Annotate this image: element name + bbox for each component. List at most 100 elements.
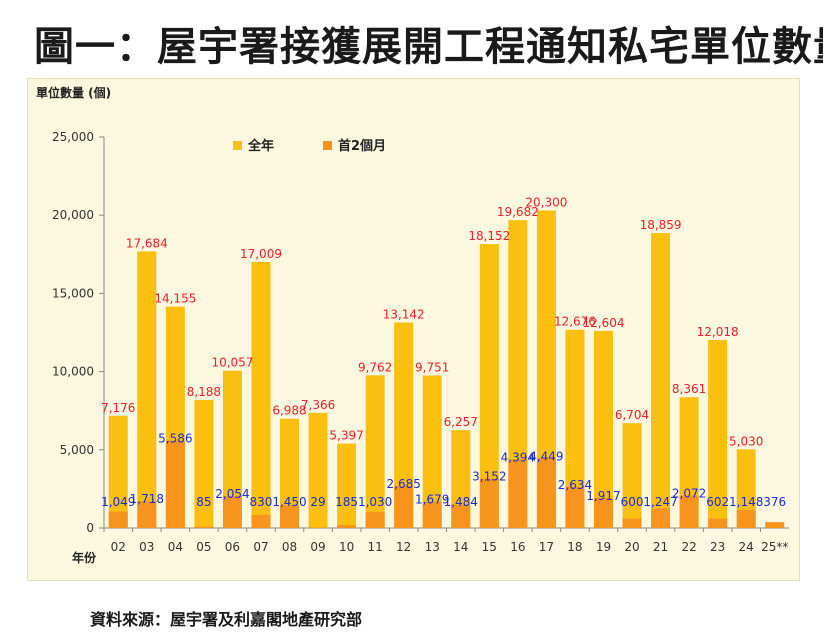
bar-first-two-months <box>708 518 728 528</box>
bar-first-two-months <box>165 440 185 528</box>
bar-first-two-months <box>679 495 699 528</box>
x-tick-label: 17 <box>539 540 554 554</box>
data-label-first-two-months: 4,394 <box>501 450 535 464</box>
source-note: 資料來源：屋宇署及利嘉閣地產研究部 <box>90 610 363 629</box>
bar-first-two-months <box>593 498 613 528</box>
data-label-first-two-months: 602 <box>706 495 729 509</box>
bar-first-two-months <box>736 510 756 528</box>
data-label-full-year: 14,155 <box>154 292 196 306</box>
bar-full-year <box>108 415 128 528</box>
data-label-full-year: 20,300 <box>525 196 567 210</box>
data-label-full-year: 7,366 <box>301 398 335 412</box>
bar-first-two-months <box>622 518 642 528</box>
bar-full-year <box>651 233 671 529</box>
data-label-full-year: 12,018 <box>697 325 739 339</box>
data-label-first-two-months: 1,247 <box>643 495 677 509</box>
bar-first-two-months <box>251 515 271 528</box>
data-label-first-two-months: 1,450 <box>272 495 306 509</box>
bar-first-two-months <box>651 508 671 528</box>
data-label-first-two-months: 1,148 <box>729 495 763 509</box>
x-tick-label: 05 <box>196 540 211 554</box>
data-label-full-year: 12,676 <box>554 315 596 329</box>
bar-first-two-months <box>508 459 528 528</box>
x-tick-label: 12 <box>396 540 411 554</box>
data-label-first-two-months: 830 <box>250 495 273 509</box>
y-tick-label: 0 <box>86 521 94 535</box>
bar-full-year <box>251 261 271 528</box>
data-label-full-year: 7,176 <box>101 401 135 415</box>
bar-full-year <box>422 375 442 528</box>
bar-full-year <box>736 449 756 528</box>
bar-first-two-months <box>137 501 157 528</box>
x-tick-label: 19 <box>596 540 611 554</box>
data-label-full-year: 5,030 <box>729 434 763 448</box>
data-label-full-year: 5,397 <box>329 429 363 443</box>
bar-full-year <box>508 220 528 528</box>
x-tick-label: 16 <box>510 540 525 554</box>
x-tick-label: 10 <box>339 540 354 554</box>
y-axis-title: 單位數量 (個) <box>36 85 111 100</box>
bar-full-year <box>536 210 556 528</box>
data-label-full-year: 12,604 <box>582 316 624 330</box>
bar-full-year <box>137 251 157 528</box>
bar-full-year <box>365 375 385 528</box>
data-label-first-two-months: 2,072 <box>672 487 706 501</box>
x-tick-label: 13 <box>425 540 440 554</box>
chart-title: 圖一：屋宇署接獲展開工程通知私宅單位數量 <box>34 24 823 70</box>
data-label-full-year: 6,257 <box>444 415 478 429</box>
data-label-first-two-months: 5,586 <box>158 432 192 446</box>
bar-full-year <box>622 423 642 528</box>
bar-first-two-months <box>108 511 128 528</box>
data-label-first-two-months: 1,679 <box>415 493 449 507</box>
x-axis-title: 年份 <box>72 550 97 565</box>
data-label-full-year: 9,762 <box>358 360 392 374</box>
x-tick-label: 06 <box>225 540 240 554</box>
bar-full-year <box>479 244 499 528</box>
legend-label-first-two-months: 首2個月 <box>338 138 386 154</box>
x-tick-label: 23 <box>710 540 725 554</box>
bar-first-two-months <box>422 501 442 528</box>
y-tick-label: 15,000 <box>52 286 94 300</box>
legend-swatch-first-two-months <box>323 141 332 150</box>
x-tick-label: 11 <box>368 540 383 554</box>
bar-first-two-months <box>765 522 785 528</box>
data-label-first-two-months: 4,449 <box>529 449 563 463</box>
bar-first-two-months <box>365 511 385 528</box>
bar-full-year <box>280 418 300 528</box>
y-tick-label: 20,000 <box>52 208 94 222</box>
data-label-first-two-months: 2,685 <box>387 477 421 491</box>
bar-first-two-months <box>222 495 242 528</box>
x-tick-label: 07 <box>253 540 268 554</box>
bar-full-year <box>308 412 328 528</box>
x-tick-label: 22 <box>681 540 696 554</box>
legend-swatch-full-year <box>233 141 242 150</box>
data-label-first-two-months: 1,917 <box>586 489 620 503</box>
x-tick-label: 15 <box>482 540 497 554</box>
data-label-first-two-months: 1,718 <box>130 492 164 506</box>
bar-full-year <box>565 329 585 528</box>
data-label-full-year: 6,704 <box>615 408 649 422</box>
data-label-first-two-months: 3,152 <box>472 470 506 484</box>
x-tick-label: 20 <box>624 540 639 554</box>
bar-first-two-months <box>394 486 414 528</box>
bar-full-year <box>708 340 728 528</box>
bar-chart: 單位數量 (個) 年份 0 5,000 10,000 15,000 20,000 25,000… <box>36 85 789 565</box>
bar-first-two-months <box>565 486 585 528</box>
data-label-first-two-months: 1,484 <box>444 495 478 509</box>
bar-first-two-months <box>451 504 471 528</box>
data-label-full-year: 19,682 <box>497 205 539 219</box>
data-label-full-year: 8,188 <box>187 385 221 399</box>
data-label-first-two-months: 185 <box>335 495 358 509</box>
y-tick-label: 5,000 <box>60 443 94 457</box>
bar-full-year <box>451 430 471 528</box>
bar-first-two-months <box>337 525 357 528</box>
y-tick-label: 10,000 <box>52 365 94 379</box>
data-label-first-two-months: 85 <box>196 495 211 509</box>
data-label-full-year: 13,142 <box>383 307 425 321</box>
data-label-full-year: 18,859 <box>640 218 682 232</box>
data-label-first-two-months: 376 <box>763 495 786 509</box>
x-tick-label: 02 <box>111 540 126 554</box>
x-tick-label: 25** <box>761 540 788 554</box>
bar-first-two-months <box>536 458 556 528</box>
data-label-full-year: 17,684 <box>126 236 168 250</box>
